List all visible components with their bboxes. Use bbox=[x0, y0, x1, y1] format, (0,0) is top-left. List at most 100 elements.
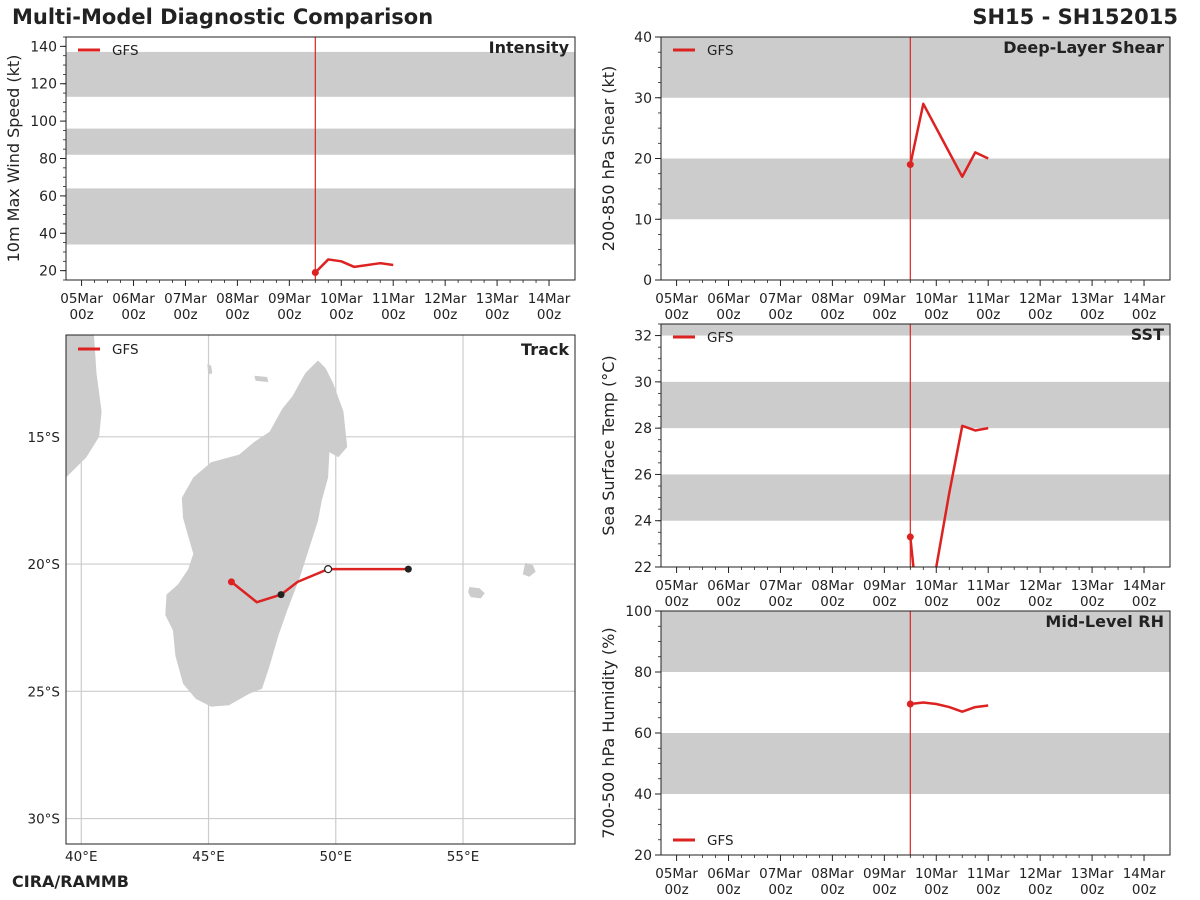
shear-ytick-label: 20 bbox=[634, 152, 652, 168]
intensity-series-gfs bbox=[314, 258, 394, 274]
shear-xtick-label-hour: 00z bbox=[768, 307, 792, 323]
sst-xtick-label-hour: 00z bbox=[820, 594, 844, 610]
intensity-ytick-label: 40 bbox=[39, 226, 57, 242]
rh-xtick-label-date: 11Mar bbox=[967, 866, 1010, 882]
sst-ytick-label: 22 bbox=[634, 560, 652, 576]
intensity-xtick-label-date: 09Mar bbox=[268, 291, 311, 307]
track-ytick-label: 25°S bbox=[28, 684, 61, 700]
intensity-plot-area bbox=[66, 37, 575, 280]
shear-ylabel: 200-850 hPa Shear (kt) bbox=[599, 66, 618, 252]
sst-xtick-label-date: 07Mar bbox=[759, 578, 802, 594]
intensity-xtick-label-hour: 00z bbox=[537, 307, 561, 323]
sst-xtick-label-date: 09Mar bbox=[863, 578, 906, 594]
intensity-xtick-label-hour: 00z bbox=[433, 307, 457, 323]
sst-ytick-label: 30 bbox=[634, 375, 652, 391]
sst-xtick-label-date: 12Mar bbox=[1019, 578, 1062, 594]
sst-ylabel: Sea Surface Temp (°C) bbox=[599, 355, 618, 535]
track-xtick-label: 40°E bbox=[65, 849, 97, 865]
rh-xtick-label-date: 12Mar bbox=[1019, 866, 1062, 882]
intensity-xtick-label-date: 10Mar bbox=[320, 291, 363, 307]
reunion-land bbox=[468, 587, 485, 599]
sst-xtick-label-hour: 00z bbox=[716, 594, 740, 610]
shear-xtick-label-hour: 00z bbox=[1080, 307, 1104, 323]
sst-xtick-label-hour: 00z bbox=[976, 594, 1000, 610]
sst-xtick-label-date: 11Mar bbox=[967, 578, 1010, 594]
rh-xtick-label-date: 07Mar bbox=[759, 866, 802, 882]
sst-xtick-label-date: 13Mar bbox=[1071, 578, 1114, 594]
storm-id: SH15 - SH152015 bbox=[972, 5, 1178, 29]
sst-band-0 bbox=[661, 474, 1170, 521]
glorioso-land bbox=[254, 375, 269, 383]
rh-xtick-label-date: 08Mar bbox=[811, 866, 854, 882]
shear-title: Deep-Layer Shear bbox=[1003, 38, 1164, 57]
shear-xtick-label-hour: 00z bbox=[716, 307, 740, 323]
rh-ylabel: 700-500 hPa Humidity (%) bbox=[599, 627, 618, 838]
shear-series-gfs bbox=[909, 102, 989, 178]
rh-plot-area bbox=[661, 611, 1170, 855]
rh-xtick-label-date: 09Mar bbox=[863, 866, 906, 882]
track-gfs-line bbox=[230, 567, 409, 604]
rh-ytick-label: 100 bbox=[625, 604, 652, 620]
shear-ytick-label: 30 bbox=[634, 91, 652, 107]
shear-band-0 bbox=[661, 158, 1170, 220]
track-ytick-label: 15°S bbox=[28, 430, 61, 446]
track-xtick-label: 50°E bbox=[320, 849, 352, 865]
track-xtick-label: 55°E bbox=[447, 849, 479, 865]
intensity-xtick-label-hour: 00z bbox=[277, 307, 301, 323]
rh-xtick-label-hour: 00z bbox=[716, 882, 740, 898]
shear-xtick-label-hour: 00z bbox=[924, 307, 948, 323]
intensity-xtick-label-date: 14Mar bbox=[528, 291, 571, 307]
intensity-ytick-label: 140 bbox=[30, 39, 57, 55]
intensity-ytick-label: 100 bbox=[30, 114, 57, 130]
shear-xtick-label-hour: 00z bbox=[872, 307, 896, 323]
intensity-ytick-label: 120 bbox=[30, 77, 57, 93]
intensity-xtick-label-date: 07Mar bbox=[164, 291, 207, 307]
shear-ytick-label: 10 bbox=[634, 212, 652, 228]
shear-xtick-label-date: 07Mar bbox=[759, 291, 802, 307]
intensity-xtick-label-hour: 00z bbox=[69, 307, 93, 323]
rh-ytick-label: 20 bbox=[634, 848, 652, 864]
intensity-xtick-label-hour: 00z bbox=[121, 307, 145, 323]
sst-xtick-label-hour: 00z bbox=[1132, 594, 1156, 610]
shear-xtick-label-date: 10Mar bbox=[915, 291, 958, 307]
track-ytick-label: 20°S bbox=[28, 557, 61, 573]
intensity-ytick-label: 20 bbox=[39, 264, 57, 280]
rh-xtick-label-hour: 00z bbox=[1132, 882, 1156, 898]
rh-xtick-label-hour: 00z bbox=[664, 882, 688, 898]
intensity-ylabel: 10m Max Wind Speed (kt) bbox=[4, 55, 23, 263]
sst-xtick-label-hour: 00z bbox=[768, 594, 792, 610]
sst-plot-area bbox=[661, 324, 1170, 567]
sst-band-1 bbox=[661, 381, 1170, 429]
track-plot-area bbox=[66, 335, 575, 844]
intensity-band-0 bbox=[66, 188, 575, 245]
track-point bbox=[404, 565, 412, 573]
sst-xtick-label-hour: 00z bbox=[924, 594, 948, 610]
rh-xtick-label-hour: 00z bbox=[1028, 882, 1052, 898]
track-xtick-label: 45°E bbox=[192, 849, 224, 865]
sst-xtick-label-hour: 00z bbox=[1080, 594, 1104, 610]
rh-ytick-label: 80 bbox=[634, 665, 652, 681]
shear-init-point bbox=[906, 161, 914, 169]
sst-legend-label: GFS bbox=[707, 330, 734, 346]
intensity-xtick-label-date: 11Mar bbox=[372, 291, 415, 307]
sst-xtick-label-hour: 00z bbox=[872, 594, 896, 610]
shear-xtick-label-date: 09Mar bbox=[863, 291, 906, 307]
intensity-xtick-label-hour: 00z bbox=[225, 307, 249, 323]
rh-xtick-label-hour: 00z bbox=[768, 882, 792, 898]
sst-xtick-label-date: 10Mar bbox=[915, 578, 958, 594]
shear-xtick-label-hour: 00z bbox=[664, 307, 688, 323]
track-frame bbox=[65, 334, 576, 845]
sst-ytick-label: 28 bbox=[634, 421, 652, 437]
shear-ytick-label: 0 bbox=[643, 273, 652, 289]
shear-xtick-label-date: 14Mar bbox=[1123, 291, 1166, 307]
mauritius-land bbox=[522, 562, 536, 577]
intensity-band-2 bbox=[66, 51, 575, 97]
madagascar-land bbox=[165, 360, 348, 707]
shear-xtick-label-date: 06Mar bbox=[707, 291, 750, 307]
shear-plot-area bbox=[661, 37, 1170, 280]
sst-xtick-label-date: 08Mar bbox=[811, 578, 854, 594]
rh-xtick-label-date: 14Mar bbox=[1123, 866, 1166, 882]
intensity-title: Intensity bbox=[489, 38, 570, 57]
rh-xtick-label-date: 13Mar bbox=[1071, 866, 1114, 882]
